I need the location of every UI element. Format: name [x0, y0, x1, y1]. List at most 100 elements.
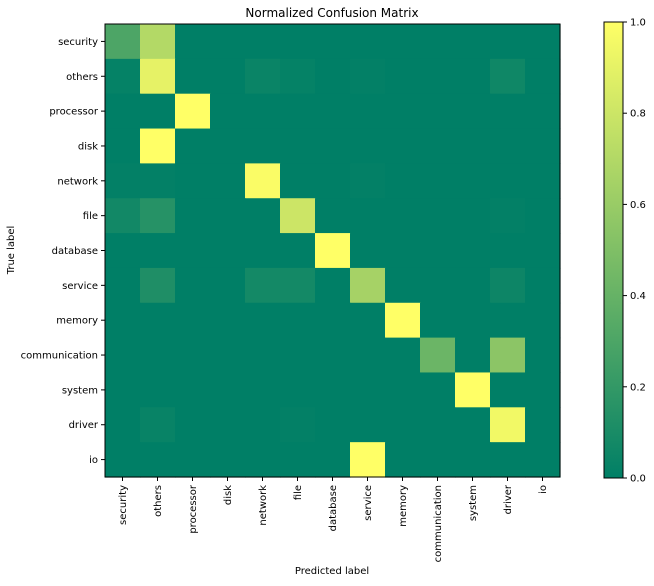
- heatmap-cell: [385, 233, 421, 269]
- y-tick-label: driver: [69, 420, 99, 431]
- heatmap-cell: [525, 442, 561, 478]
- heatmap-cell: [350, 163, 386, 199]
- heatmap-cell: [455, 267, 491, 304]
- heatmap-cell: [420, 407, 456, 443]
- x-tick-label: driver: [503, 484, 514, 514]
- x-tick-label: system: [468, 485, 479, 521]
- heatmap-cell: [525, 58, 561, 95]
- heatmap-cell: [280, 24, 316, 60]
- colorbar-tick-label: 0.0: [630, 474, 646, 485]
- heatmap-cell: [105, 163, 141, 199]
- chart-title: Normalized Confusion Matrix: [245, 6, 418, 20]
- heatmap-cell: [490, 128, 526, 164]
- x-tick-label: others: [153, 485, 164, 517]
- heatmap-cell: [490, 407, 526, 443]
- colorbar-tick-label: 0.8: [630, 109, 646, 120]
- heatmap-cell: [105, 233, 141, 269]
- heatmap-cell: [210, 337, 246, 374]
- heatmap-cell: [455, 233, 491, 269]
- heatmap-cell: [140, 267, 176, 304]
- heatmap-cell: [140, 442, 176, 478]
- heatmap-cell: [420, 24, 456, 60]
- heatmap-cell: [140, 128, 176, 164]
- heatmap-cell: [315, 302, 351, 339]
- heatmap-cell: [210, 163, 246, 199]
- heatmap-cell: [350, 233, 386, 269]
- heatmap-cell: [140, 302, 176, 339]
- heatmap-cell: [385, 24, 421, 60]
- heatmap-cell: [245, 267, 281, 304]
- heatmap-cell: [210, 198, 246, 234]
- heatmap-cell: [245, 407, 281, 443]
- heatmap-cell: [385, 337, 421, 374]
- colorbar-ticks: 0.0 0.2 0.4 0.6 0.8 1.0: [623, 18, 646, 485]
- heatmap-cell: [525, 93, 561, 130]
- heatmap-cell: [175, 302, 211, 339]
- heatmap-cell: [280, 442, 316, 478]
- heatmap-cell: [280, 372, 316, 408]
- heatmap-cell: [490, 442, 526, 478]
- heatmap-cell: [210, 407, 246, 443]
- heatmap-cell: [315, 93, 351, 130]
- heatmap-cell: [525, 302, 561, 339]
- heatmap-cell: [245, 442, 281, 478]
- heatmap-cell: [350, 442, 386, 478]
- heatmap-cell: [385, 93, 421, 130]
- heatmap-cell: [315, 24, 351, 60]
- heatmap-cell: [175, 233, 211, 269]
- heatmap-cell: [420, 267, 456, 304]
- heatmap-cell: [210, 58, 246, 95]
- heatmap-cell: [280, 337, 316, 374]
- heatmap-cell: [105, 24, 141, 60]
- heatmap-cell: [105, 58, 141, 95]
- heatmap-cell: [140, 58, 176, 95]
- heatmap-cell: [210, 93, 246, 130]
- heatmap-cell: [140, 407, 176, 443]
- heatmap-cell: [245, 337, 281, 374]
- y-tick-label: file: [83, 211, 98, 222]
- x-tick-label: io: [538, 485, 549, 494]
- heatmap-cell: [140, 24, 176, 60]
- y-tick-label: io: [89, 455, 98, 466]
- heatmap-cell: [175, 198, 211, 234]
- heatmap-cell: [105, 267, 141, 304]
- heatmap-cell: [385, 442, 421, 478]
- heatmap-cell: [420, 198, 456, 234]
- heatmap-cell: [490, 58, 526, 95]
- y-axis-ticks: security others processor disk network file da…: [21, 37, 105, 466]
- heatmap-cell: [210, 442, 246, 478]
- heatmap-cell: [140, 163, 176, 199]
- heatmap-cell: [525, 24, 561, 60]
- heatmap-cell: [245, 93, 281, 130]
- heatmap-cell: [420, 302, 456, 339]
- heatmap-cell: [490, 198, 526, 234]
- heatmap-cell: [350, 93, 386, 130]
- heatmap-cell: [245, 302, 281, 339]
- heatmap-cell: [280, 128, 316, 164]
- heatmap-cell: [280, 163, 316, 199]
- colorbar: 0.0 0.2 0.4 0.6 0.8 1.0: [603, 18, 646, 485]
- heatmap-cell: [140, 93, 176, 130]
- heatmap-cell: [175, 128, 211, 164]
- heatmap-cell: [280, 58, 316, 95]
- y-tick-label: database: [52, 246, 98, 257]
- heatmap-cell: [105, 372, 141, 408]
- heatmap-cell: [175, 93, 211, 130]
- heatmap-cell: [105, 337, 141, 374]
- x-axis-ticks: security others processor disk network file da…: [118, 477, 549, 562]
- x-tick-label: memory: [398, 485, 409, 527]
- heatmap-cell: [105, 442, 141, 478]
- colorbar-gradient: [603, 21, 624, 479]
- colorbar-tick-label: 0.6: [630, 200, 646, 211]
- heatmap-cell: [105, 198, 141, 234]
- heatmap-cell: [280, 267, 316, 304]
- heatmap-cell: [525, 407, 561, 443]
- heatmap-cell: [280, 198, 316, 234]
- x-tick-label: security: [118, 485, 129, 525]
- x-axis-label: Predicted label: [295, 566, 369, 577]
- heatmap-cell: [245, 372, 281, 408]
- heatmap-cell: [525, 372, 561, 408]
- heatmap-cell: [315, 58, 351, 95]
- heatmap-cell: [105, 93, 141, 130]
